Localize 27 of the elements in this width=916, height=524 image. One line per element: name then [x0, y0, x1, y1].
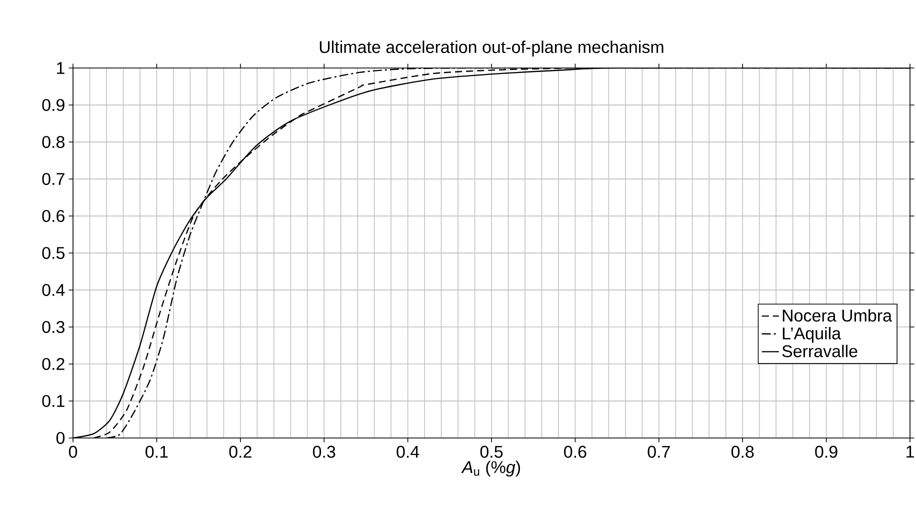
y-tick-label: 0.1 — [42, 394, 64, 408]
x-tick-label: 0.5 — [480, 446, 503, 458]
legend-label: Nocera Umbra — [782, 309, 892, 322]
legend-label: Serravalle — [782, 344, 858, 358]
x-tick-label: 0.2 — [229, 446, 252, 458]
x-tick-label: 0.3 — [312, 446, 336, 458]
x-tick-label: 0.8 — [731, 446, 754, 458]
chart-title: Ultimate acceleration out-of-plane mechanism — [320, 40, 664, 56]
y-tick-label: 0.5 — [42, 246, 64, 260]
y-tick-label: 0 — [56, 432, 65, 444]
y-tick-label: 0.2 — [42, 358, 64, 370]
x-tick-label: 0.4 — [396, 446, 420, 458]
x-tick-label: 0 — [68, 446, 78, 458]
y-tick-label: 1 — [57, 62, 64, 74]
y-tick-label: 0.9 — [42, 98, 64, 112]
x-tick-label: 0.6 — [564, 446, 586, 458]
y-tick-label: 0.6 — [42, 210, 64, 222]
y-tick-label: 0.8 — [42, 136, 64, 148]
y-tick-label: 0.4 — [42, 284, 65, 296]
x-tick-label: 0.1 — [146, 446, 168, 458]
y-tick-label: 0.3 — [42, 320, 64, 334]
x-tick-label: 1 — [906, 446, 914, 458]
x-axis-title: A$_{u}$ (%g) — [461, 460, 520, 477]
x-tick-label: 0.7 — [648, 446, 670, 458]
x-tick-label: 0.9 — [815, 446, 838, 458]
y-tick-label: 0.7 — [42, 172, 64, 186]
legend-label: L’Aquila — [782, 326, 842, 343]
